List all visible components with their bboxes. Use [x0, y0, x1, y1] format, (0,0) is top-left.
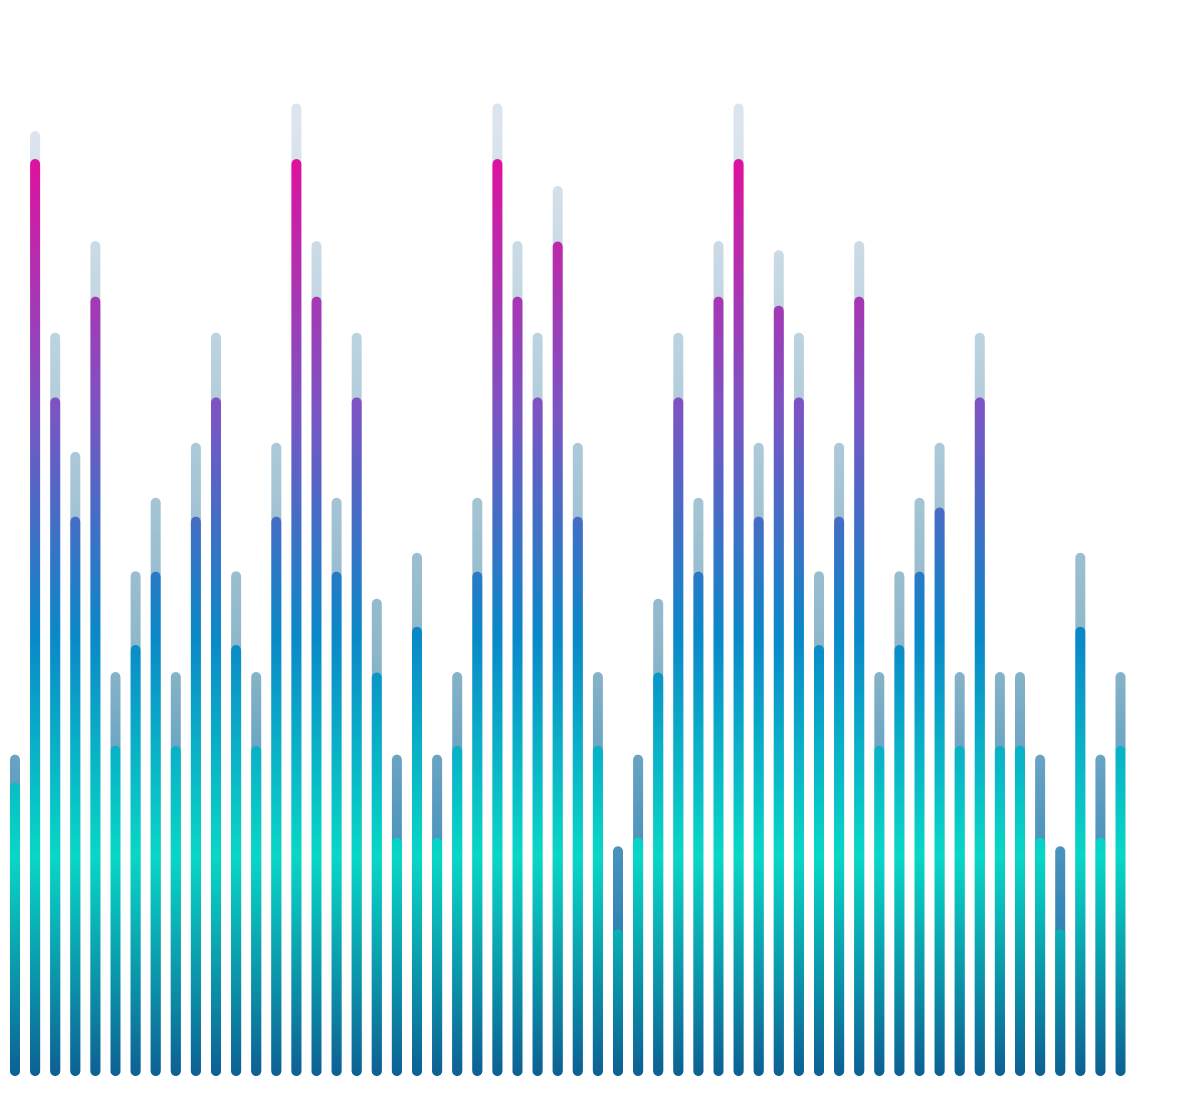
level-bar — [70, 516, 81, 1076]
level-bar — [231, 645, 242, 1076]
level-bar — [613, 929, 623, 1076]
level-bar — [331, 571, 342, 1076]
level-bar — [693, 571, 704, 1076]
level-bar — [1035, 837, 1046, 1076]
level-bar — [110, 745, 121, 1076]
level-bar — [90, 296, 101, 1077]
level-bar — [30, 159, 41, 1076]
level-bar — [1075, 626, 1086, 1076]
level-bar — [130, 645, 141, 1076]
level-bar — [190, 516, 201, 1076]
level-bar — [1055, 929, 1066, 1076]
level-bar — [914, 571, 925, 1076]
level-bar — [572, 516, 583, 1076]
level-bar — [1015, 745, 1025, 1076]
level-bar — [814, 645, 824, 1076]
level-bar — [512, 296, 523, 1077]
level-bar — [351, 397, 362, 1076]
level-bar — [271, 516, 282, 1076]
level-bar — [211, 397, 221, 1076]
level-bar — [10, 782, 20, 1076]
level-bar — [673, 397, 684, 1076]
level-bar — [311, 296, 322, 1077]
level-bar — [291, 159, 302, 1076]
level-bar — [412, 626, 422, 1076]
level-bar — [50, 397, 61, 1076]
level-bar — [954, 745, 965, 1076]
level-bar — [391, 837, 402, 1076]
level-bar — [793, 397, 804, 1076]
level-bar — [994, 745, 1005, 1076]
level-bar — [251, 745, 262, 1076]
level-bar — [472, 571, 483, 1076]
level-bar — [150, 571, 161, 1076]
level-bar — [1095, 837, 1106, 1076]
level-bar — [170, 745, 181, 1076]
level-bar — [633, 837, 644, 1076]
level-bar — [894, 645, 905, 1076]
level-bar — [974, 397, 985, 1076]
level-bar — [874, 745, 885, 1076]
level-bar — [532, 397, 543, 1076]
level-bar — [854, 296, 865, 1077]
frequency-bars — [10, 103, 1126, 1077]
level-bar — [653, 672, 664, 1076]
level-bar — [934, 507, 945, 1076]
level-bar — [552, 241, 563, 1076]
level-bar — [773, 305, 784, 1076]
level-bar — [492, 159, 503, 1076]
level-bar — [592, 745, 603, 1076]
level-bar — [432, 837, 443, 1076]
level-bar — [753, 516, 764, 1076]
level-bar — [1115, 745, 1126, 1076]
level-bar — [834, 516, 845, 1076]
level-bar — [452, 745, 463, 1076]
level-bar — [733, 159, 744, 1076]
level-bar — [371, 672, 382, 1076]
level-bar — [713, 296, 724, 1077]
